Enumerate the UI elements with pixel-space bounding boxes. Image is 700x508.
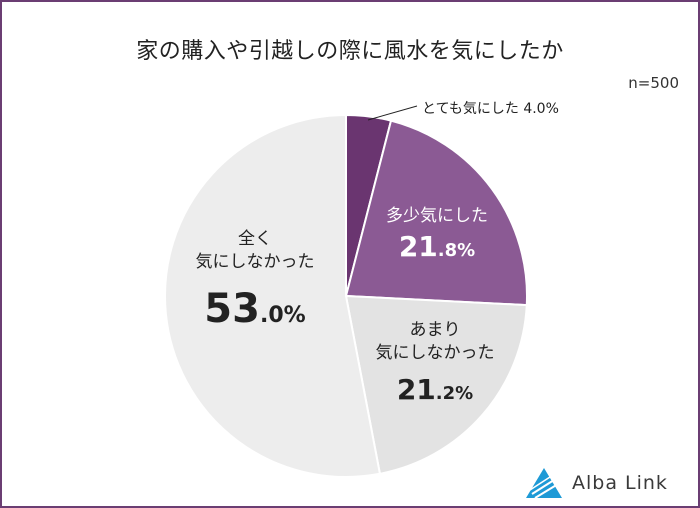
slice-label-not-much-line1: あまり: [409, 320, 461, 340]
slice-label-not-at-all-line1: 全く: [238, 229, 272, 249]
slice-label-not-much: あまり 気にしなかった 21.2%: [365, 319, 505, 409]
chart-title: 家の購入や引越しの際に風水を気にしたか: [136, 39, 564, 64]
brand-logo: Alba Link: [524, 466, 668, 500]
brand-name: Alba Link: [572, 472, 668, 494]
pie-slice-not-much: [344, 294, 528, 475]
slice-label-not-at-all: 全く 気にしなかった 53.0%: [180, 228, 330, 336]
slice-label-not-at-all-line2: 気にしなかった: [195, 251, 315, 272]
pie-slice-somewhat: [344, 119, 528, 307]
brand-logo-icon: [526, 468, 562, 499]
pie-slice-not-at-all: [164, 113, 382, 478]
slice-label-somewhat-text: 多少気にした: [386, 206, 488, 226]
slice-value-not-at-all: 53.0%: [204, 285, 306, 332]
slice-label-very: とても気にした 4.0%: [422, 101, 559, 117]
slice-value-somewhat: 21.8%: [398, 229, 476, 263]
slice-value-not-much: 21.2%: [396, 372, 474, 406]
leader-line: [367, 105, 418, 121]
slice-label-somewhat: 多少気にした 21.8%: [372, 205, 502, 266]
slice-label-not-much-line2: 気にしなかった: [375, 342, 495, 363]
sample-size: n=500: [628, 74, 679, 92]
